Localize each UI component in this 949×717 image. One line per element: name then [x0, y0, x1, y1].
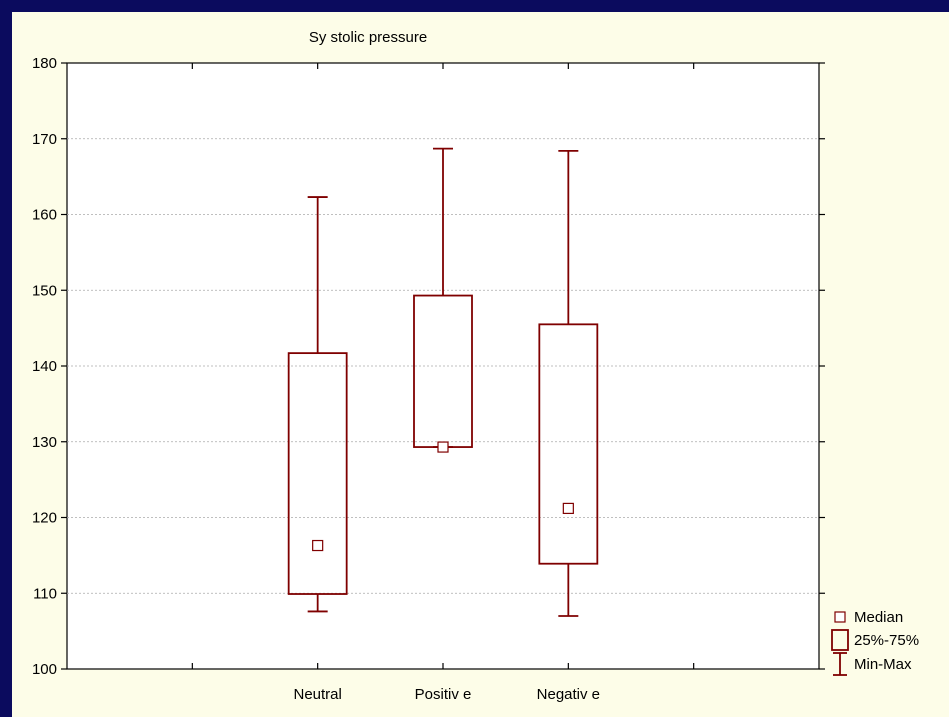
median-marker	[437, 441, 449, 453]
y-tick-label: 180	[32, 55, 57, 72]
median-marker	[562, 502, 574, 515]
legend: Median 25%-75% Min-Max	[831, 609, 919, 676]
median-marker	[312, 539, 324, 552]
x-axis: Neutral Positiv e Negativ e	[191, 63, 695, 703]
y-tick-label: 120	[32, 510, 57, 527]
y-tick-label: 140	[32, 358, 57, 375]
iqr-box	[538, 323, 599, 565]
y-tick-label: 160	[32, 207, 57, 224]
y-tick-label: 170	[32, 131, 57, 148]
y-tick-label: 130	[32, 434, 57, 451]
legend-label: Min-Max	[854, 656, 912, 673]
x-tick-label: Negativ e	[537, 686, 600, 703]
box-plot: 100 110 120 130 140 150 160 170 180 Neutral Posit…	[32, 29, 919, 703]
frame-stripe	[0, 0, 12, 717]
median-square-icon	[834, 611, 846, 623]
y-tick-label: 100	[32, 661, 57, 678]
box-icon	[831, 629, 849, 651]
y-axis: 100 110 120 130 140 150 160 170 180	[32, 55, 825, 678]
y-tick-label: 110	[33, 585, 57, 602]
iqr-box	[287, 352, 348, 595]
x-tick-label: Positiv e	[415, 686, 472, 703]
x-tick-label: Neutral	[293, 686, 341, 703]
y-tick-label: 150	[32, 282, 57, 299]
legend-label: Median	[854, 609, 903, 626]
boxes	[287, 147, 599, 617]
legend-label: 25%-75%	[854, 632, 919, 649]
chart-title: Sy stolic pressure	[309, 29, 427, 46]
chart-canvas: 100 110 120 130 140 150 160 170 180 Neutral Posit…	[12, 12, 949, 717]
